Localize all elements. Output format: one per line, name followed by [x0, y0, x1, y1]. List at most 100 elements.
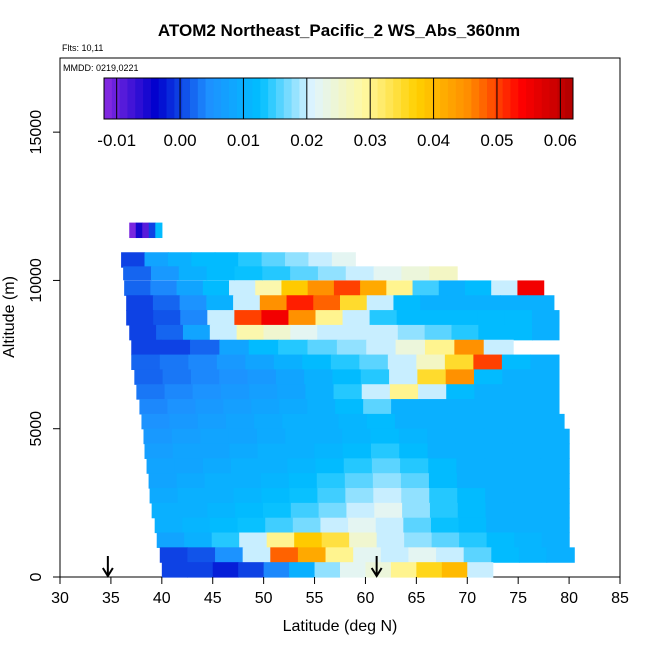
heatmap-cell [507, 413, 537, 430]
heatmap-cell [297, 547, 327, 563]
colorbar-swatch [291, 78, 300, 119]
heatmap-cell [541, 532, 570, 548]
heatmap-cell [150, 280, 178, 296]
heatmap-cell [159, 547, 189, 563]
heatmap-cell [153, 310, 181, 326]
heatmap-cell [412, 280, 440, 296]
colorbar-swatch [221, 78, 230, 119]
colorbar-swatch [268, 78, 277, 119]
heatmap-cell [464, 280, 492, 296]
heatmap-cell [265, 517, 294, 534]
heatmap-cell [400, 473, 430, 489]
heatmap-cell [535, 413, 565, 430]
colorbar-tick-label: 0.02 [290, 131, 323, 150]
colorbar-swatch [479, 78, 488, 119]
heatmap-cell [456, 473, 486, 489]
heatmap-cell [541, 488, 570, 504]
heatmap-cell [380, 547, 410, 563]
heatmap-cell [233, 488, 263, 504]
heatmap-cell [366, 339, 397, 356]
heatmap-cell [502, 384, 532, 400]
heatmap-row [148, 473, 570, 489]
heatmap-cell [152, 295, 181, 311]
colorbar-tick-label: 0.01 [227, 131, 260, 150]
heatmap-cell [126, 295, 154, 311]
heatmap-cell [451, 413, 481, 430]
heatmap-cell [234, 310, 263, 326]
colorbar-swatch [111, 78, 121, 119]
y-tick-label: 15000 [28, 110, 45, 155]
colorbar-swatch [440, 78, 449, 119]
heatmap-cell [505, 324, 533, 341]
colorbar-swatch [307, 78, 316, 119]
heatmap-cell [314, 443, 344, 459]
heatmap-cell [206, 295, 234, 311]
heatmap-cell [424, 339, 455, 356]
colorbar-swatch [416, 78, 425, 119]
colorbar-swatch [447, 78, 457, 119]
heatmap-cell [159, 354, 189, 370]
heatmap-cell [502, 399, 532, 415]
heatmap-cell [182, 517, 211, 534]
heatmap-cell [318, 502, 348, 519]
heatmap-cell [473, 354, 503, 370]
heatmap-cell [484, 458, 514, 474]
x-tick-label: 85 [611, 590, 629, 607]
colorbar-tick-label: 0.03 [354, 131, 387, 150]
heatmap-cell [148, 222, 156, 239]
colorbar-swatch [260, 78, 269, 119]
heatmap-cell [333, 384, 363, 400]
heatmap-cell [429, 266, 458, 281]
heatmap-cell [305, 384, 335, 400]
heatmap-cells [121, 222, 575, 578]
heatmap-cell [342, 310, 371, 326]
heatmap-cell [349, 532, 378, 548]
heatmap-cell [398, 428, 428, 445]
y-tick-label: 5000 [28, 411, 45, 447]
heatmap-cell [485, 502, 515, 519]
heatmap-cell [286, 443, 315, 459]
heatmap-row [161, 562, 494, 578]
colorbar-swatch [283, 78, 293, 119]
heatmap-cell [321, 532, 350, 548]
heatmap-cell [285, 428, 315, 445]
colorbar-swatch [346, 78, 355, 119]
heatmap-cell [148, 473, 178, 489]
colorbar-swatch [424, 78, 433, 119]
colorbar-swatch [158, 78, 168, 119]
heatmap-cell [370, 324, 399, 341]
heatmap-cell [207, 502, 236, 519]
heatmap-cell [450, 310, 479, 326]
heatmap-cell [346, 502, 375, 519]
heatmap-cell [361, 384, 391, 400]
colorbar-swatch [549, 78, 558, 119]
x-tick-label: 30 [51, 590, 69, 607]
heatmap-cell [370, 428, 400, 445]
heatmap-cell [343, 458, 373, 474]
heatmap-cell [348, 517, 377, 534]
heatmap-cell [202, 280, 230, 296]
heatmap-cell [136, 384, 166, 400]
heatmap-cell [344, 324, 372, 341]
heatmap-cell [278, 339, 309, 356]
down-arrow-icon [102, 556, 114, 578]
heatmap-cell [330, 354, 360, 370]
heatmap-cell [275, 369, 305, 385]
colorbar-swatch [322, 78, 332, 119]
heatmap-cell [387, 354, 417, 370]
x-axis: 30 35 40 45 50 55 60 65 70 75 80 85 [51, 577, 629, 607]
colorbar-swatch [189, 78, 199, 119]
heatmap-cell [342, 428, 372, 445]
colorbar-swatch [166, 78, 175, 119]
heatmap-cell [263, 324, 291, 341]
colorbar-swatch [401, 78, 410, 119]
heatmap-cell [479, 413, 509, 430]
heatmap-cell [376, 532, 405, 548]
heatmap-cell [144, 443, 174, 459]
heatmap-cell [254, 413, 283, 430]
heatmap-cell [404, 532, 433, 548]
heatmap-cell [369, 310, 398, 326]
heatmap-cell [179, 502, 208, 519]
colorbar-swatch [526, 78, 535, 119]
heatmap-cell [310, 413, 340, 430]
